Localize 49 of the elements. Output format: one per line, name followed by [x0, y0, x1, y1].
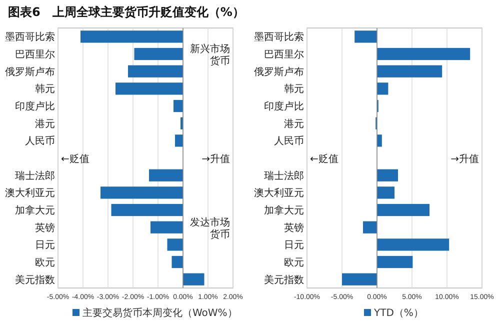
bar [377, 256, 413, 268]
bar [354, 30, 377, 43]
y-tick-label: 韩元 [35, 83, 55, 96]
bar [377, 134, 382, 147]
y-tick-label: 美元指数 [15, 274, 55, 286]
y-tick-label: 欧元 [35, 258, 55, 268]
bar [363, 221, 377, 234]
bar [377, 238, 450, 251]
y-tick-label: 印度卢比 [264, 100, 304, 112]
legend-label: 主要交易货币本周变化（WoW%） [82, 307, 238, 319]
bar [377, 48, 470, 60]
y-tick-label: 墨西哥比索 [5, 31, 55, 44]
y-tick-label: 加拿大元 [15, 204, 55, 216]
y-tick-label: 俄罗斯卢布 [254, 66, 304, 78]
y-tick-label: 澳大利亚元 [254, 187, 304, 200]
y-tick-label: 人民币 [274, 135, 304, 148]
annotation: ←贬值 [310, 153, 338, 165]
y-tick-label: 日元 [284, 240, 304, 252]
annotation: 新兴市场货币 [190, 42, 230, 67]
y-tick-label: 韩元 [284, 83, 304, 96]
y-tick-label: 美元指数 [264, 274, 304, 286]
y-tick-label: 瑞士法郎 [264, 170, 304, 182]
bar [377, 204, 430, 216]
bar [377, 82, 388, 95]
y-tick-label: 巴西里尔 [15, 48, 55, 60]
y-tick-label: 巴西里尔 [264, 48, 304, 60]
y-tick-label: 英镑 [35, 222, 55, 234]
annotation: →升值 [202, 153, 230, 165]
annotation: ←贬值 [61, 153, 90, 165]
y-tick-label: 英镑 [284, 222, 304, 234]
bar [377, 186, 394, 199]
bar [377, 169, 398, 182]
y-tick-label: 加拿大元 [264, 204, 304, 216]
bar [377, 65, 442, 78]
y-tick-label: 港元 [35, 118, 55, 130]
y-tick-label: 瑞士法郎 [15, 170, 55, 182]
y-tick-label: 印度卢比 [15, 100, 55, 112]
chart-title: 图表6 上周全球主要货币升贬值变化（%） [8, 5, 244, 19]
annotation: →升值 [450, 153, 479, 165]
y-tick-label: 港元 [284, 118, 304, 130]
y-tick-label: 人民币 [25, 135, 55, 148]
legend-label: YTD（%） [373, 308, 424, 319]
annotation: 发达市场货币 [190, 216, 230, 240]
y-tick-label: 墨西哥比索 [254, 31, 304, 44]
y-tick-label: 欧元 [284, 258, 304, 268]
y-tick-label: 日元 [35, 240, 55, 252]
y-tick-label: 澳大利亚元 [5, 187, 55, 200]
bar [342, 273, 377, 286]
y-tick-label: 俄罗斯卢布 [5, 66, 55, 78]
